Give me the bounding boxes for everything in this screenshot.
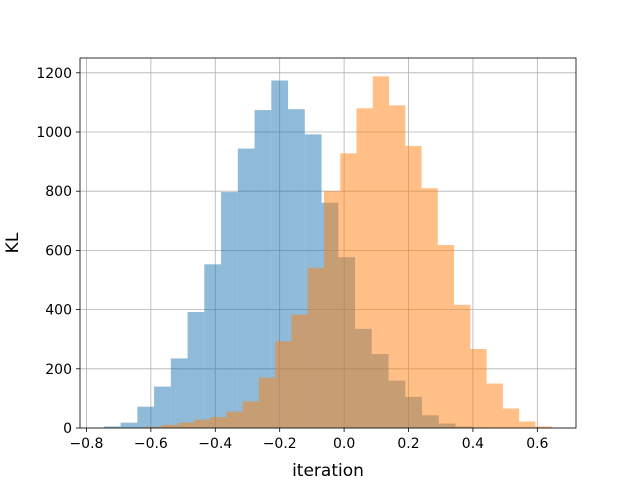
bar-series1-3 bbox=[154, 386, 171, 428]
bar-series1-10 bbox=[271, 80, 289, 428]
bar-series1-6 bbox=[204, 264, 222, 428]
bar-series2-6 bbox=[242, 401, 259, 428]
bar-series2-3 bbox=[193, 419, 211, 428]
plot-frame bbox=[79, 57, 577, 429]
bar-series2-2 bbox=[177, 422, 194, 428]
x-tick-label-1: −0.6 bbox=[134, 436, 168, 452]
bar-series2-14 bbox=[372, 76, 390, 429]
y-tick-label-1: 200 bbox=[45, 362, 72, 378]
bar-series2-12 bbox=[340, 153, 357, 428]
bar-series2-0 bbox=[145, 426, 162, 428]
bar-series2-10 bbox=[307, 267, 324, 428]
histogram-bars bbox=[103, 76, 552, 429]
bar-series2-24 bbox=[535, 426, 552, 428]
bar-series1-5 bbox=[187, 311, 205, 428]
x-tick-label-3: −0.2 bbox=[263, 436, 297, 452]
x-axis-label: iteration bbox=[292, 461, 364, 480]
bar-series1-2 bbox=[137, 406, 155, 428]
x-tick-label-2: −0.4 bbox=[198, 436, 232, 452]
y-axis-ticks: 0 200 400 600 800 1000 1200 bbox=[36, 66, 80, 437]
bar-series2-16 bbox=[405, 145, 422, 429]
bar-series2-1 bbox=[161, 425, 178, 428]
y-tick-label-2: 400 bbox=[45, 303, 72, 319]
bar-series2-15 bbox=[389, 105, 406, 429]
bar-series1-7 bbox=[221, 192, 238, 428]
bar-series1-8 bbox=[237, 148, 255, 429]
bar-series2-22 bbox=[502, 408, 520, 428]
bar-series2-23 bbox=[519, 421, 536, 428]
bar-series2-7 bbox=[258, 377, 276, 428]
bar-series2-4 bbox=[210, 417, 227, 428]
x-tick-label-6: 0.4 bbox=[462, 436, 484, 452]
bar-series2-5 bbox=[226, 411, 243, 428]
y-axis-label: KL bbox=[3, 232, 23, 253]
bar-series2-19 bbox=[454, 304, 471, 428]
y-tick-label-6: 1200 bbox=[36, 66, 72, 82]
bar-series2-9 bbox=[291, 314, 308, 428]
y-tick-label-4: 800 bbox=[45, 184, 72, 200]
bar-series2-8 bbox=[275, 341, 292, 428]
bar-series1-9 bbox=[254, 110, 272, 428]
x-tick-label-4: 0.0 bbox=[333, 436, 355, 452]
bar-series2-18 bbox=[437, 245, 455, 428]
y-tick-label-0: 0 bbox=[63, 421, 72, 437]
bar-series1-4 bbox=[170, 358, 188, 428]
bar-series2-20 bbox=[470, 348, 487, 428]
bar-series1-1 bbox=[120, 422, 138, 428]
y-tick-label-3: 600 bbox=[45, 243, 72, 259]
bar-series2-21 bbox=[486, 383, 503, 428]
bar-series2-17 bbox=[421, 188, 438, 428]
y-tick-label-5: 1000 bbox=[36, 125, 72, 141]
x-tick-label-7: 0.6 bbox=[526, 436, 548, 452]
x-tick-label-0: −0.8 bbox=[69, 436, 103, 452]
bar-series2-13 bbox=[356, 108, 373, 428]
x-axis-ticks: −0.8 −0.6 −0.4 −0.2 0.0 0.2 0.4 0.6 bbox=[69, 428, 549, 452]
bar-series1-0 bbox=[103, 426, 121, 428]
x-tick-label-5: 0.2 bbox=[397, 436, 419, 452]
bar-series2-11 bbox=[323, 191, 341, 428]
